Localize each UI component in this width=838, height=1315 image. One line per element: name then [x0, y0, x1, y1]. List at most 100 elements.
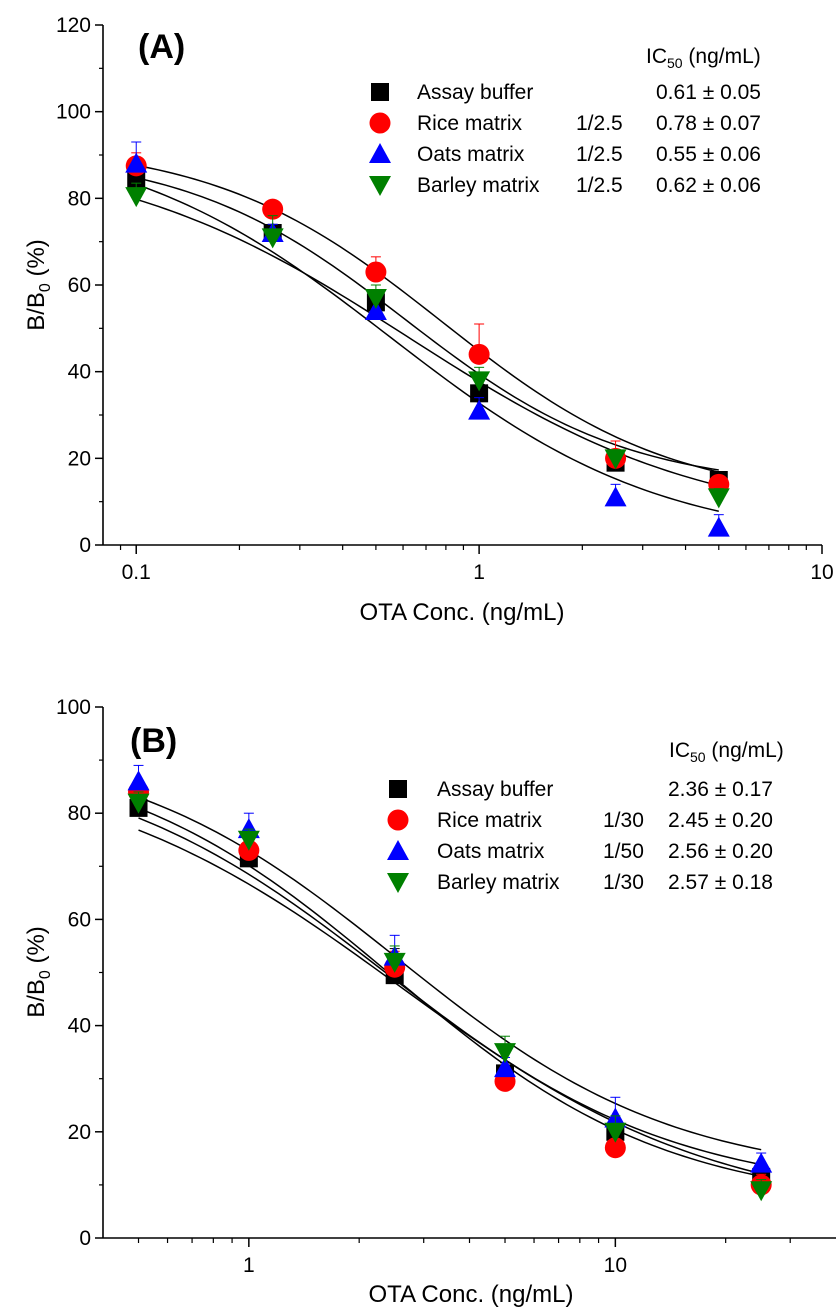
legend-marker: [387, 840, 409, 860]
fit-curve: [136, 177, 719, 471]
x-axis-title: OTA Conc. (ng/mL): [360, 599, 565, 626]
chart-panel-b: 0 20 40 60 80 100 1 10 OTA Conc. (ng/mL) B/B0 (%)…: [23, 696, 836, 1308]
legend: IC50 (ng/mL) Assay buffer 0.61 ± 0.05 Rice …: [369, 45, 761, 197]
legend-series-name: Assay buffer: [437, 778, 553, 801]
legend-marker: [369, 112, 391, 134]
legend-marker: [387, 809, 409, 831]
data-point: [604, 449, 627, 470]
data-point: [365, 261, 387, 283]
legend-marker: [387, 873, 409, 893]
y-tick-label: 100: [56, 696, 91, 719]
data-point: [127, 793, 150, 814]
data-point: [237, 830, 260, 851]
data-point: [750, 1181, 773, 1202]
data-point: [364, 289, 387, 309]
fit-curve: [135, 183, 719, 513]
legend-dilution: 1/30: [603, 809, 644, 832]
y-tick-label: 20: [68, 447, 91, 470]
series-assay-buffer: [138, 817, 762, 1166]
data-point: [125, 152, 148, 173]
y-tick-label: 60: [68, 908, 91, 931]
data-point: [494, 1057, 517, 1078]
data-point: [261, 228, 284, 249]
legend-header: IC50 (ng/mL): [669, 739, 784, 765]
legend-ic50-value: 0.55 ± 0.06: [656, 143, 761, 166]
x-tick-label: 1: [243, 1254, 255, 1277]
legend-series-name: Barley matrix: [417, 174, 540, 197]
series-points: [127, 791, 773, 1202]
legend-marker: [389, 780, 407, 798]
data-point: [364, 300, 387, 320]
x-tick-label: 0.1: [122, 561, 151, 584]
data-point: [468, 343, 490, 365]
legend-ic50-value: 2.57 ± 0.18: [668, 871, 773, 894]
series-assay-buffer: [136, 177, 719, 471]
x-tick-label: 10: [604, 1254, 627, 1277]
fit-curve: [136, 198, 719, 487]
y-tick-label: 120: [56, 14, 91, 37]
data-point: [707, 488, 730, 509]
legend-ic50-value: 0.62 ± 0.06: [656, 174, 761, 197]
x-tick-label: 1: [473, 561, 485, 584]
y-tick-label: 20: [68, 1121, 91, 1144]
y-tick-label: 40: [68, 361, 91, 384]
series-oats-matrix: [135, 183, 719, 513]
legend-series-name: Barley matrix: [437, 871, 560, 894]
legend-dilution: 1/2.5: [576, 174, 623, 197]
series-points: [125, 182, 730, 509]
legend: IC50 (ng/mL) Assay buffer 2.36 ± 0.17 Rice …: [387, 739, 784, 894]
series-barley-matrix: [138, 829, 762, 1175]
legend-dilution: 1/50: [603, 840, 644, 863]
data-point: [125, 187, 148, 208]
y-tick-label: 100: [56, 101, 91, 124]
legend-series-name: Rice matrix: [437, 809, 543, 832]
data-point: [468, 399, 491, 420]
data-point: [604, 1122, 627, 1143]
data-point: [127, 770, 150, 791]
data-point: [127, 172, 146, 190]
series-points: [125, 141, 730, 537]
legend-series-name: Rice matrix: [417, 112, 523, 135]
data-point: [604, 1137, 626, 1159]
y-tick-label: 80: [68, 187, 91, 210]
legend-series-name: Oats matrix: [437, 840, 545, 863]
x-axis-title: OTA Conc. (ng/mL): [369, 1281, 574, 1308]
panel-label: (A): [138, 28, 185, 66]
legend-ic50-value: 0.61 ± 0.05: [656, 81, 761, 104]
legend-series-name: Oats matrix: [417, 143, 525, 166]
legend-ic50-value: 0.78 ± 0.07: [656, 112, 761, 135]
data-point: [468, 371, 491, 392]
y-tick-label: 80: [68, 802, 91, 825]
y-tick-label: 60: [68, 274, 91, 297]
series-points: [125, 152, 730, 495]
legend-dilution: 1/30: [603, 871, 644, 894]
legend-ic50-value: 2.36 ± 0.17: [668, 778, 773, 801]
x-tick-label: 10: [810, 561, 833, 584]
legend-marker: [369, 143, 391, 163]
y-tick-label: 40: [68, 1015, 91, 1038]
legend-series-name: Assay buffer: [417, 81, 533, 104]
chart-panel-a: 0 20 40 60 80 100 120 0.1 1 10 OTA Conc. (ng/mL) B/…: [23, 14, 834, 626]
y-axis-title: B/B0 (%): [23, 239, 54, 331]
series-barley-matrix: [136, 198, 719, 487]
data-point: [707, 516, 730, 537]
data-point: [604, 486, 627, 507]
y-axis-title: B/B0 (%): [23, 926, 54, 1018]
legend-ic50-value: 2.56 ± 0.20: [668, 840, 773, 863]
legend-header: IC50 (ng/mL): [646, 45, 761, 71]
y-tick-label: 0: [79, 1227, 91, 1250]
fit-curve: [136, 164, 719, 473]
legend-marker: [371, 83, 389, 101]
legend-dilution: 1/2.5: [576, 112, 623, 135]
fit-curve: [138, 829, 762, 1175]
data-point: [750, 1152, 773, 1173]
legend-ic50-value: 2.45 ± 0.20: [668, 809, 773, 832]
panel-label: (B): [130, 722, 177, 760]
y-tick-label: 0: [79, 534, 91, 557]
data-point: [262, 198, 284, 220]
data-point: [494, 1043, 517, 1064]
legend-marker: [369, 176, 391, 196]
legend-dilution: 1/2.5: [576, 143, 623, 166]
data-point: [383, 952, 406, 973]
